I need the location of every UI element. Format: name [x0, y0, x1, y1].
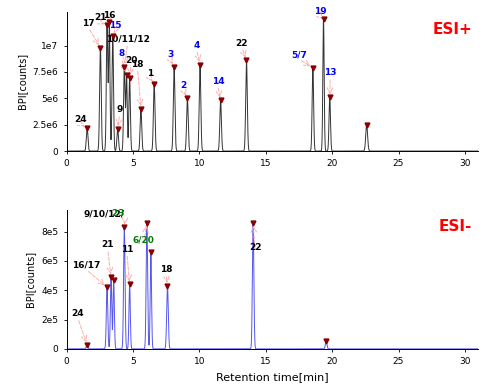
Text: ESI-: ESI- — [439, 220, 472, 234]
Text: 19: 19 — [314, 7, 326, 16]
Text: 11: 11 — [121, 245, 133, 254]
Text: 22: 22 — [236, 39, 248, 48]
Y-axis label: BPI[counts]: BPI[counts] — [26, 251, 35, 307]
Text: ESI+: ESI+ — [432, 22, 472, 36]
Text: 16: 16 — [103, 11, 115, 20]
Text: 21: 21 — [94, 13, 106, 22]
Text: 20: 20 — [125, 56, 137, 65]
Text: 17: 17 — [82, 18, 95, 27]
Text: 1: 1 — [147, 69, 153, 78]
Y-axis label: BPI[counts]: BPI[counts] — [17, 53, 27, 109]
Text: 18: 18 — [131, 60, 144, 69]
Text: 24: 24 — [74, 115, 87, 124]
Text: 18: 18 — [160, 265, 173, 274]
Text: 24: 24 — [71, 309, 84, 318]
Text: 13: 13 — [324, 68, 336, 77]
Text: 9/10/12/: 9/10/12/ — [84, 209, 125, 218]
Text: 22: 22 — [249, 243, 261, 252]
Text: 5/7: 5/7 — [291, 50, 307, 59]
Text: 21: 21 — [102, 240, 114, 249]
Text: 23: 23 — [87, 209, 125, 218]
Text: 2: 2 — [180, 81, 186, 90]
Text: 15: 15 — [109, 21, 122, 30]
Text: 4: 4 — [194, 41, 200, 50]
X-axis label: Retention time[min]: Retention time[min] — [216, 372, 329, 382]
Text: 10/11/12: 10/11/12 — [106, 34, 149, 44]
Text: 3: 3 — [167, 50, 173, 59]
Text: 16/17: 16/17 — [72, 261, 101, 270]
Text: 6/20: 6/20 — [133, 236, 154, 245]
Text: 9: 9 — [116, 105, 123, 114]
Text: 8: 8 — [118, 49, 125, 58]
Text: 14: 14 — [211, 76, 224, 85]
